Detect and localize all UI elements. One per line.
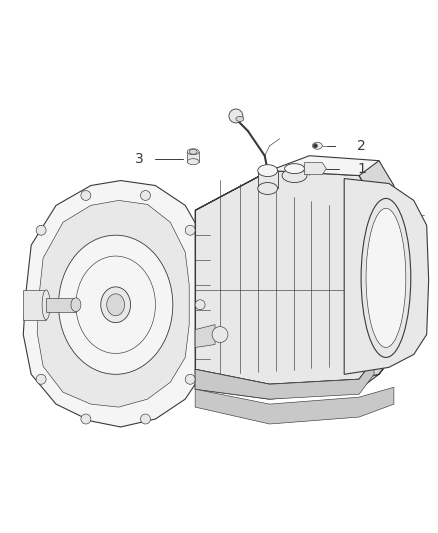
Circle shape <box>195 300 205 310</box>
Ellipse shape <box>76 256 155 353</box>
Polygon shape <box>344 179 429 374</box>
Circle shape <box>81 190 91 200</box>
Ellipse shape <box>285 164 304 174</box>
Ellipse shape <box>366 208 406 348</box>
Circle shape <box>81 414 91 424</box>
Ellipse shape <box>258 182 278 195</box>
Polygon shape <box>195 354 394 399</box>
Text: 2: 2 <box>357 139 366 153</box>
Ellipse shape <box>101 287 131 322</box>
Circle shape <box>314 144 318 148</box>
Polygon shape <box>195 359 374 399</box>
Polygon shape <box>46 298 76 312</box>
Circle shape <box>229 109 243 123</box>
Circle shape <box>36 225 46 235</box>
Ellipse shape <box>71 298 81 312</box>
Ellipse shape <box>107 294 124 316</box>
Circle shape <box>141 190 150 200</box>
Ellipse shape <box>236 116 244 122</box>
Circle shape <box>141 414 150 424</box>
Polygon shape <box>195 156 389 211</box>
Circle shape <box>185 225 195 235</box>
Polygon shape <box>304 163 326 175</box>
Polygon shape <box>37 200 189 407</box>
Polygon shape <box>195 325 215 348</box>
Ellipse shape <box>312 142 322 149</box>
Polygon shape <box>23 290 46 320</box>
Circle shape <box>185 374 195 384</box>
Circle shape <box>36 374 46 384</box>
Ellipse shape <box>282 168 307 182</box>
Ellipse shape <box>361 198 411 358</box>
Ellipse shape <box>42 290 50 320</box>
Polygon shape <box>23 181 210 427</box>
Polygon shape <box>195 387 394 424</box>
Text: 3: 3 <box>135 152 144 166</box>
Ellipse shape <box>187 159 199 165</box>
Circle shape <box>212 327 228 343</box>
Ellipse shape <box>258 165 278 176</box>
Text: 1: 1 <box>357 161 366 176</box>
Ellipse shape <box>189 149 197 154</box>
Polygon shape <box>258 171 278 189</box>
Ellipse shape <box>59 235 173 374</box>
Polygon shape <box>187 152 199 161</box>
Polygon shape <box>359 160 394 379</box>
Polygon shape <box>195 171 374 384</box>
Ellipse shape <box>187 149 199 155</box>
